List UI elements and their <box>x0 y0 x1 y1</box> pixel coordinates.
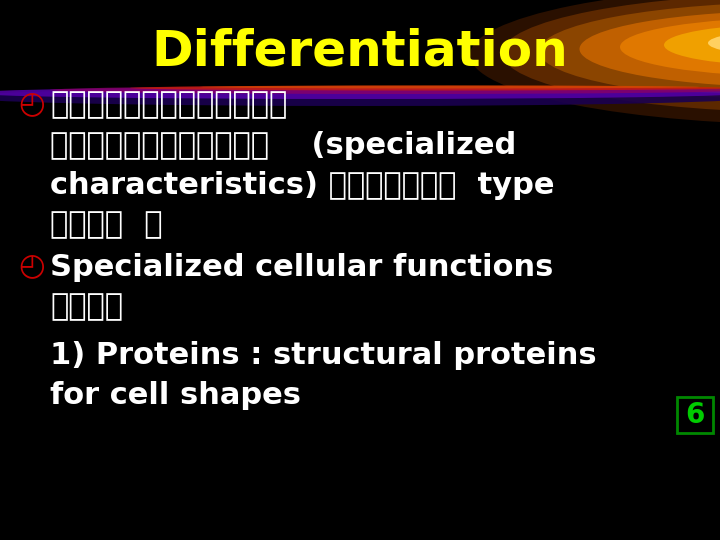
Text: การแสดงออกของ: การแสดงออกของ <box>50 91 287 119</box>
Ellipse shape <box>130 85 720 91</box>
Ellipse shape <box>664 24 720 66</box>
Text: Differentiation: Differentiation <box>152 28 568 76</box>
FancyBboxPatch shape <box>677 397 713 433</box>
Ellipse shape <box>0 87 720 99</box>
Ellipse shape <box>539 2 720 100</box>
Ellipse shape <box>502 0 720 112</box>
Text: 1) Proteins : structural proteins: 1) Proteins : structural proteins <box>50 341 597 369</box>
Text: ◴: ◴ <box>18 253 45 281</box>
Ellipse shape <box>708 30 720 56</box>
Ellipse shape <box>470 0 720 125</box>
Ellipse shape <box>0 88 720 106</box>
Text: คณลกษณะพิเศษ    (specialized: คณลกษณะพิเศษ (specialized <box>50 131 516 159</box>
Text: ขนกบ: ขนกบ <box>50 293 123 321</box>
Ellipse shape <box>580 10 720 87</box>
Text: ต่าง  ๆ: ต่าง ๆ <box>50 211 163 240</box>
Text: Specialized cellular functions: Specialized cellular functions <box>50 253 554 281</box>
Text: characteristics) ของเซลล  type: characteristics) ของเซลล type <box>50 171 554 199</box>
Ellipse shape <box>620 18 720 76</box>
Text: for cell shapes: for cell shapes <box>50 381 301 409</box>
Ellipse shape <box>200 85 700 89</box>
Text: ◴: ◴ <box>18 91 45 119</box>
Text: 6: 6 <box>685 401 705 429</box>
Ellipse shape <box>50 86 720 94</box>
